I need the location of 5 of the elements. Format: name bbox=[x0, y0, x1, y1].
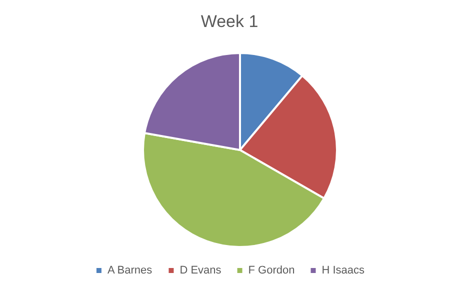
legend-label: F Gordon bbox=[248, 264, 295, 276]
legend-label: H Isaacs bbox=[322, 264, 366, 276]
legend-label: D Evans bbox=[180, 264, 222, 276]
chart-title: Week 1 bbox=[200, 12, 258, 31]
legend-label: A Barnes bbox=[107, 264, 153, 276]
